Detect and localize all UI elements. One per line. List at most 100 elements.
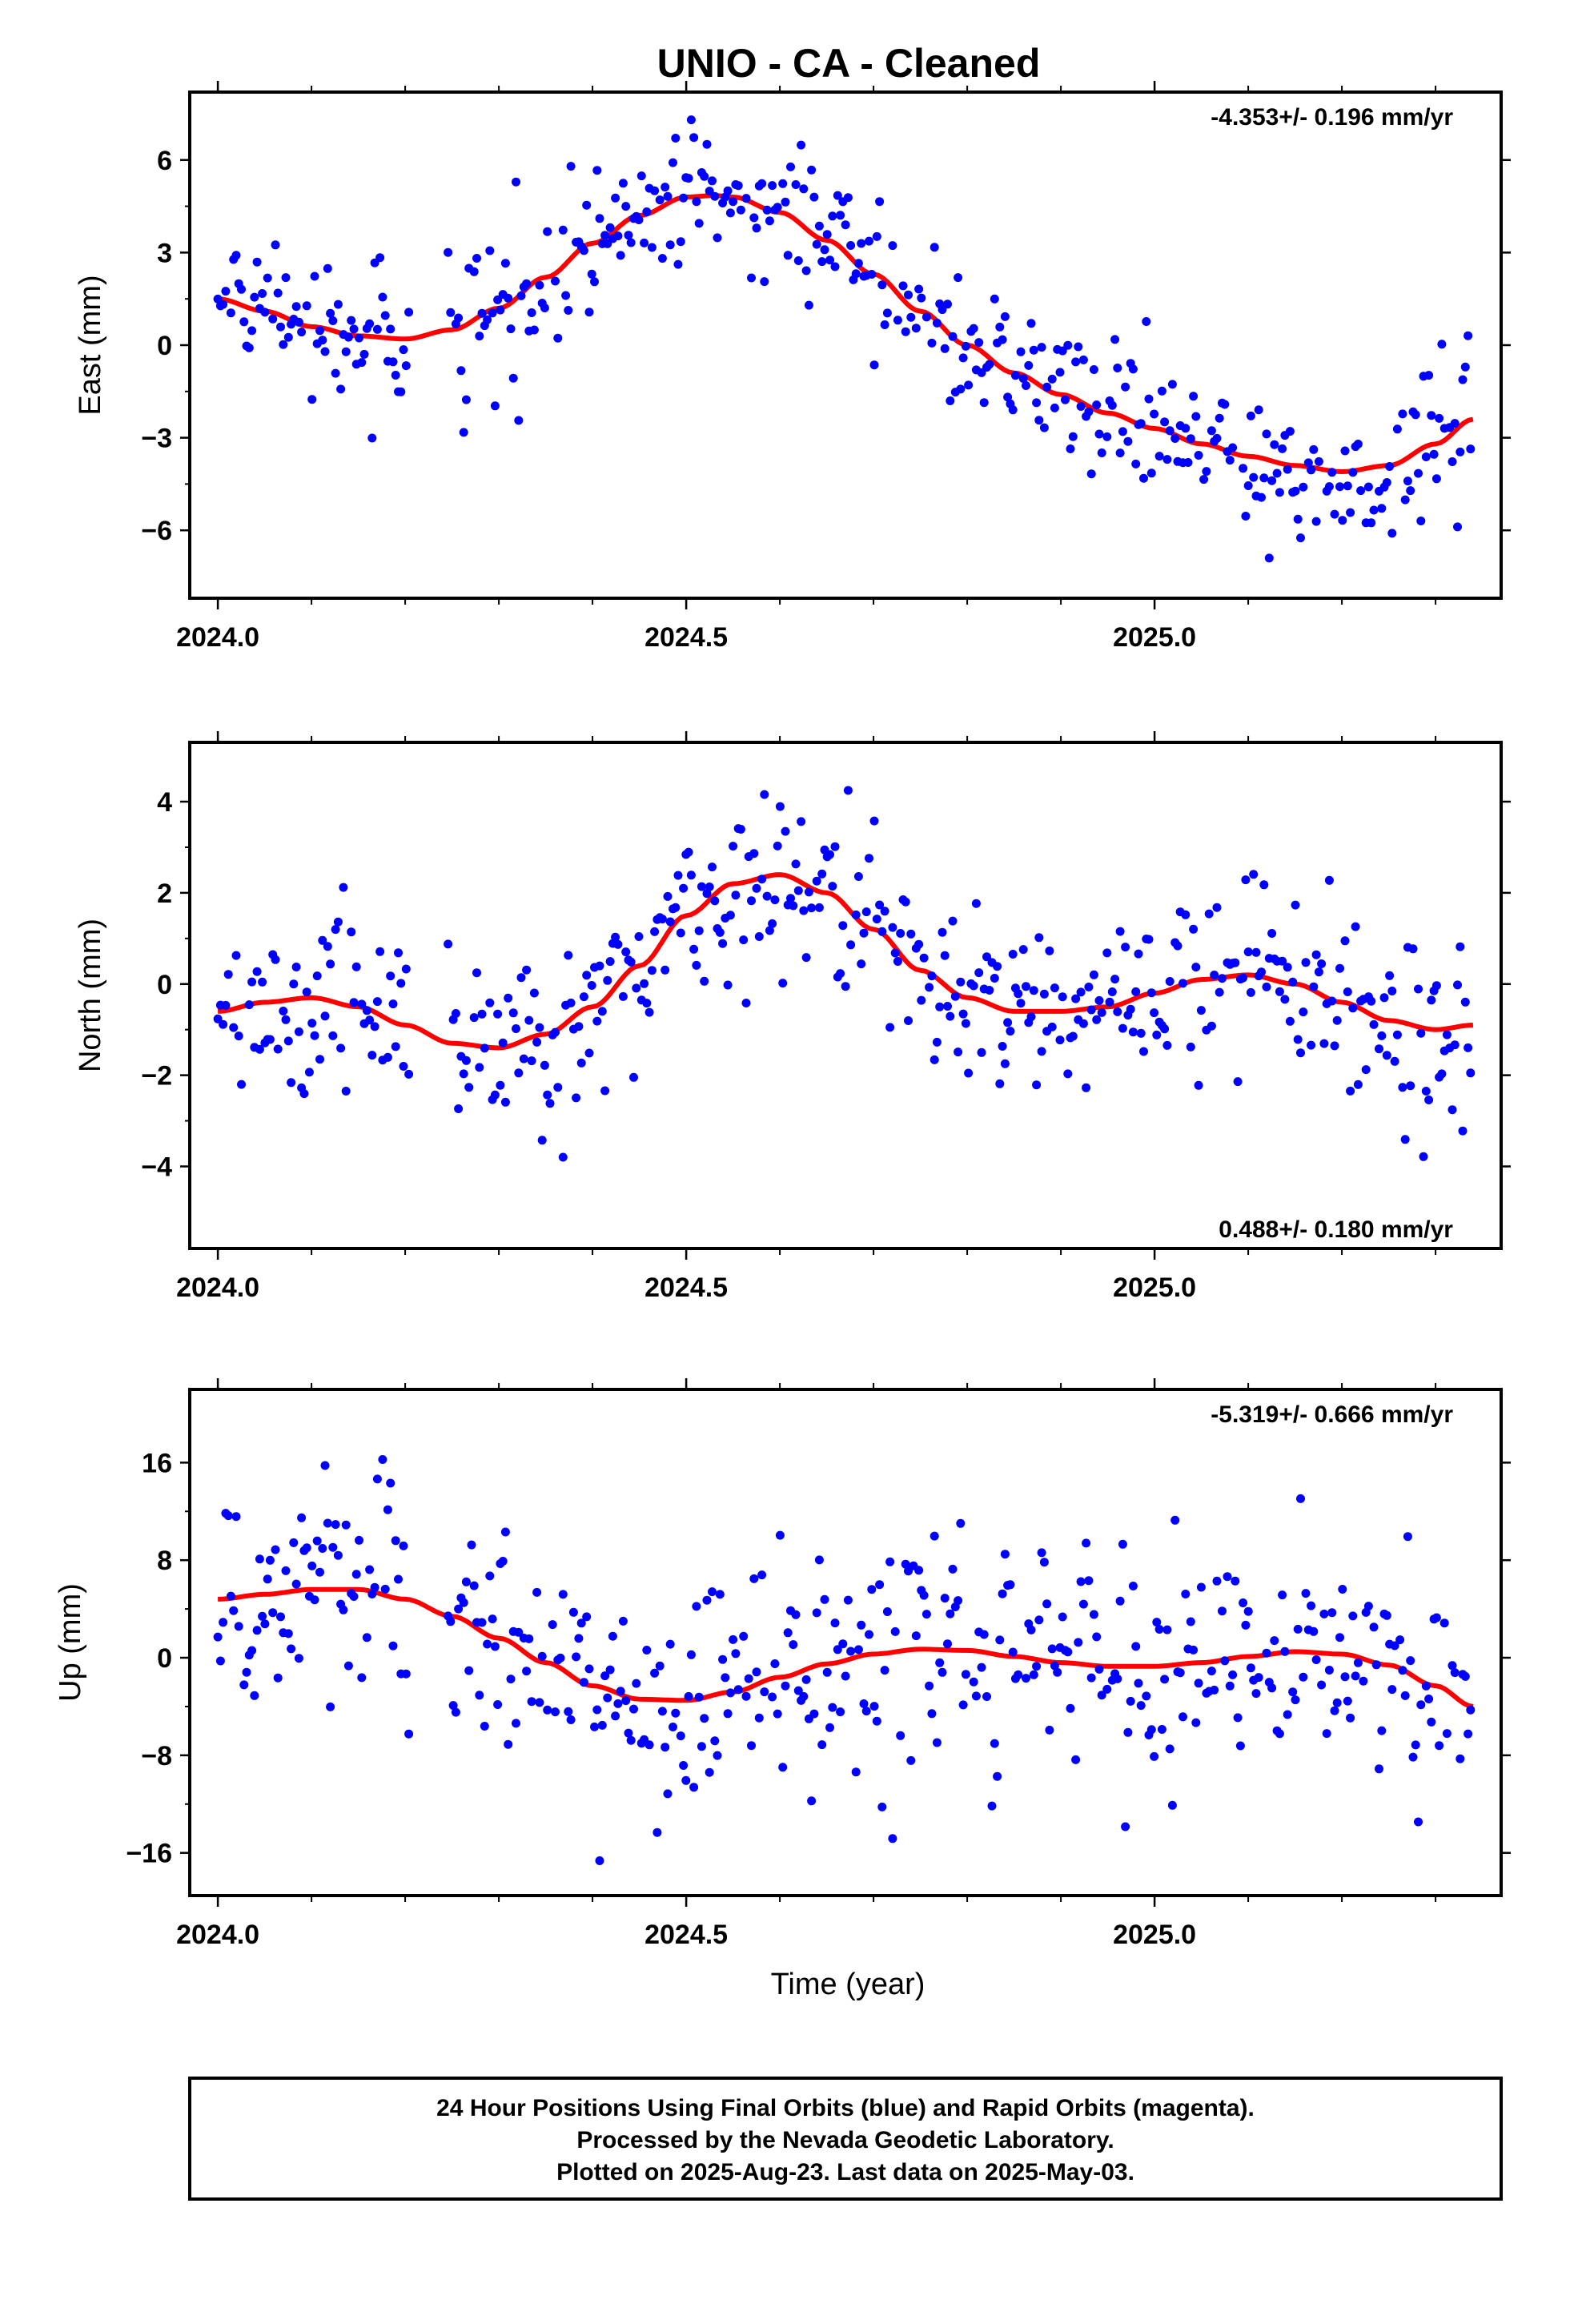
north-data-point	[995, 1079, 1005, 1088]
north-data-point	[692, 960, 701, 970]
up-data-point	[1301, 1589, 1311, 1598]
east-rate-label: -4.353+/- 0.196 mm/yr	[1211, 104, 1453, 131]
up-data-point	[1154, 1625, 1164, 1634]
east-data-point	[459, 428, 468, 437]
east-data-point	[461, 395, 471, 404]
up-data-point	[851, 1767, 861, 1777]
north-data-point	[1068, 1031, 1078, 1041]
up-data-point	[935, 1658, 945, 1667]
north-panel: −4 −2 0 2 4 2024.0 2024.5 2025.0 North (mm) 0.…	[74, 731, 1511, 1303]
north-data-point	[339, 883, 348, 892]
east-data-point	[1194, 451, 1203, 460]
north-data-point	[597, 1007, 607, 1016]
up-data-point	[318, 1544, 327, 1553]
up-data-point	[247, 1646, 257, 1655]
footer-frame	[188, 2077, 1503, 2201]
north-data-point	[1196, 1006, 1206, 1015]
north-data-point	[527, 1056, 536, 1066]
north-data-point	[1097, 1007, 1106, 1017]
up-data-point	[801, 1675, 811, 1684]
up-data-point	[723, 1709, 733, 1719]
up-data-point	[671, 1708, 681, 1718]
north-data-point	[401, 964, 411, 974]
up-data-point	[255, 1554, 264, 1564]
up-data-point	[1377, 1726, 1387, 1735]
up-data-point	[404, 1729, 414, 1739]
up-data-point	[320, 1461, 330, 1470]
north-data-point	[1431, 981, 1441, 991]
east-data-point	[1309, 444, 1319, 454]
up-data-point	[906, 1755, 916, 1765]
east-data-point	[244, 343, 254, 352]
north-data-point	[1086, 1005, 1096, 1015]
east-data-point	[741, 194, 751, 203]
up-data-point	[1123, 1727, 1133, 1737]
up-data-point	[1189, 1645, 1199, 1655]
east-data-point	[710, 191, 720, 201]
north-data-point	[1136, 1028, 1146, 1038]
up-data-point	[1181, 1590, 1191, 1598]
up-data-point	[987, 1801, 997, 1811]
up-data-point	[1212, 1576, 1222, 1586]
east-data-point	[1032, 398, 1042, 408]
east-data-point	[817, 257, 827, 267]
north-data-point	[985, 986, 994, 995]
north-data-point	[1181, 910, 1191, 919]
east-data-point	[786, 162, 795, 171]
north-data-point	[896, 929, 905, 938]
east-data-point	[273, 288, 283, 298]
north-data-point	[551, 1027, 560, 1037]
east-data-point	[1421, 452, 1431, 461]
north-data-point	[1178, 979, 1187, 988]
up-data-point	[488, 1614, 497, 1624]
up-x-axis: 2024.0 2024.5 2025.0	[176, 1378, 1437, 1950]
up-data-point	[378, 1455, 387, 1464]
north-data-point	[1115, 927, 1125, 936]
up-data-point	[731, 1649, 741, 1659]
east-data-point	[1291, 486, 1300, 496]
east-data-point	[281, 273, 291, 283]
east-data-point	[1456, 447, 1465, 456]
up-data-point	[1351, 1671, 1360, 1681]
north-data-point	[1283, 963, 1292, 972]
north-data-point	[326, 959, 335, 969]
north-data-point	[365, 1015, 375, 1025]
up-data-point	[1291, 1695, 1300, 1705]
up-data-point	[1118, 1539, 1127, 1549]
north-data-point	[812, 876, 821, 886]
north-data-point	[579, 992, 588, 1002]
north-data-point	[1275, 987, 1284, 996]
up-data-point	[888, 1834, 897, 1844]
up-data-point	[946, 1609, 955, 1618]
east-data-point	[263, 273, 272, 283]
up-data-point	[1008, 1647, 1018, 1657]
east-data-point	[634, 215, 644, 224]
north-data-point	[247, 977, 257, 987]
east-data-point	[621, 202, 631, 211]
north-data-point	[1037, 1047, 1046, 1056]
up-data-point	[1126, 1696, 1135, 1706]
up-data-point	[1375, 1764, 1383, 1774]
north-y-tick-label: 2	[157, 879, 172, 909]
north-data-point	[705, 883, 714, 891]
up-data-point	[626, 1735, 636, 1745]
east-data-point	[493, 295, 503, 304]
north-data-point	[663, 891, 673, 901]
up-data-point	[940, 1594, 950, 1603]
up-data-point	[603, 1693, 612, 1703]
up-data-point	[475, 1691, 484, 1700]
north-data-point	[490, 1090, 500, 1100]
east-data-point	[1107, 400, 1117, 410]
north-data-point	[1131, 987, 1141, 996]
up-data-point	[1239, 1598, 1248, 1607]
up-data-point	[595, 1856, 604, 1865]
up-data-point	[1343, 1696, 1352, 1706]
north-data-point	[1291, 900, 1300, 910]
up-data-point	[341, 1520, 351, 1530]
north-data-point	[814, 903, 824, 912]
north-data-point	[558, 1152, 568, 1162]
up-data-point	[394, 1574, 403, 1584]
east-data-point	[1207, 426, 1216, 436]
north-data-point	[770, 895, 780, 905]
